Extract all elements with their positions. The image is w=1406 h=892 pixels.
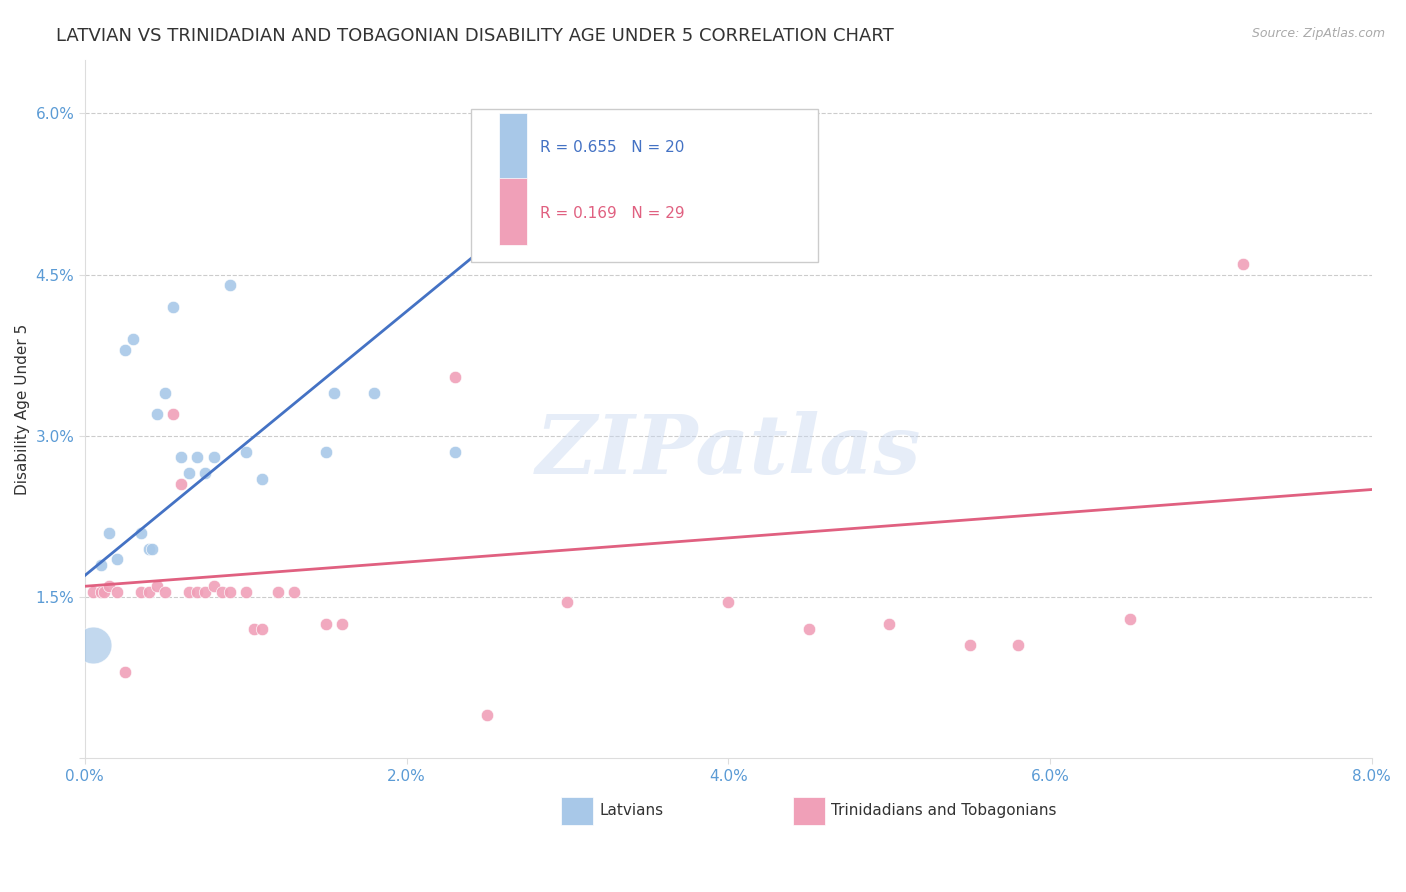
Point	[267, 584, 290, 599]
Point	[105, 584, 128, 599]
Point	[218, 278, 240, 293]
Text: R = 0.655   N = 20: R = 0.655 N = 20	[540, 140, 685, 155]
Point	[330, 616, 353, 631]
Point	[250, 622, 273, 636]
Point	[443, 445, 465, 459]
Text: Latvians: Latvians	[599, 803, 664, 818]
Point	[235, 584, 257, 599]
Point	[475, 708, 498, 723]
Point	[146, 407, 169, 421]
Point	[242, 622, 264, 636]
Point	[218, 584, 240, 599]
Text: Trinidadians and Tobagonians: Trinidadians and Tobagonians	[831, 803, 1057, 818]
Point	[315, 445, 337, 459]
Point	[114, 665, 136, 680]
Bar	[499, 112, 527, 179]
Point	[797, 622, 820, 636]
Point	[194, 467, 217, 481]
Point	[363, 385, 385, 400]
Point	[443, 369, 465, 384]
Point	[283, 584, 305, 599]
Point	[1007, 639, 1029, 653]
Text: LATVIAN VS TRINIDADIAN AND TOBAGONIAN DISABILITY AGE UNDER 5 CORRELATION CHART: LATVIAN VS TRINIDADIAN AND TOBAGONIAN DI…	[56, 27, 894, 45]
Point	[90, 558, 112, 572]
Point	[877, 616, 900, 631]
Point	[186, 584, 208, 599]
Point	[146, 579, 169, 593]
Bar	[793, 797, 825, 824]
Point	[90, 584, 112, 599]
Point	[1232, 257, 1254, 271]
Point	[235, 445, 257, 459]
Point	[129, 525, 152, 540]
Point	[959, 639, 981, 653]
Point	[170, 450, 193, 465]
Point	[162, 407, 184, 421]
Point	[138, 584, 160, 599]
Text: ZIPatlas: ZIPatlas	[536, 411, 921, 491]
Point	[141, 541, 163, 556]
Point	[202, 579, 225, 593]
Point	[179, 584, 201, 599]
Point	[1119, 611, 1142, 625]
Point	[250, 472, 273, 486]
Point	[717, 595, 740, 609]
Point	[82, 639, 104, 653]
Y-axis label: Disability Age Under 5: Disability Age Under 5	[15, 323, 30, 494]
Point	[323, 385, 346, 400]
Point	[202, 450, 225, 465]
Bar	[561, 797, 593, 824]
Point	[105, 552, 128, 566]
Point	[557, 595, 579, 609]
Point	[98, 525, 121, 540]
Point	[122, 332, 145, 346]
Text: Source: ZipAtlas.com: Source: ZipAtlas.com	[1251, 27, 1385, 40]
Point	[93, 584, 115, 599]
Point	[155, 385, 177, 400]
Point	[186, 450, 208, 465]
Point	[98, 579, 121, 593]
Bar	[499, 178, 527, 244]
Point	[82, 584, 104, 599]
Point	[211, 584, 233, 599]
Point	[138, 541, 160, 556]
Point	[170, 477, 193, 491]
FancyBboxPatch shape	[471, 109, 818, 262]
Point	[315, 616, 337, 631]
Point	[179, 467, 201, 481]
Point	[155, 584, 177, 599]
Text: R = 0.169   N = 29: R = 0.169 N = 29	[540, 206, 685, 221]
Point	[129, 584, 152, 599]
Point	[162, 300, 184, 314]
Point	[114, 343, 136, 357]
Point	[194, 584, 217, 599]
